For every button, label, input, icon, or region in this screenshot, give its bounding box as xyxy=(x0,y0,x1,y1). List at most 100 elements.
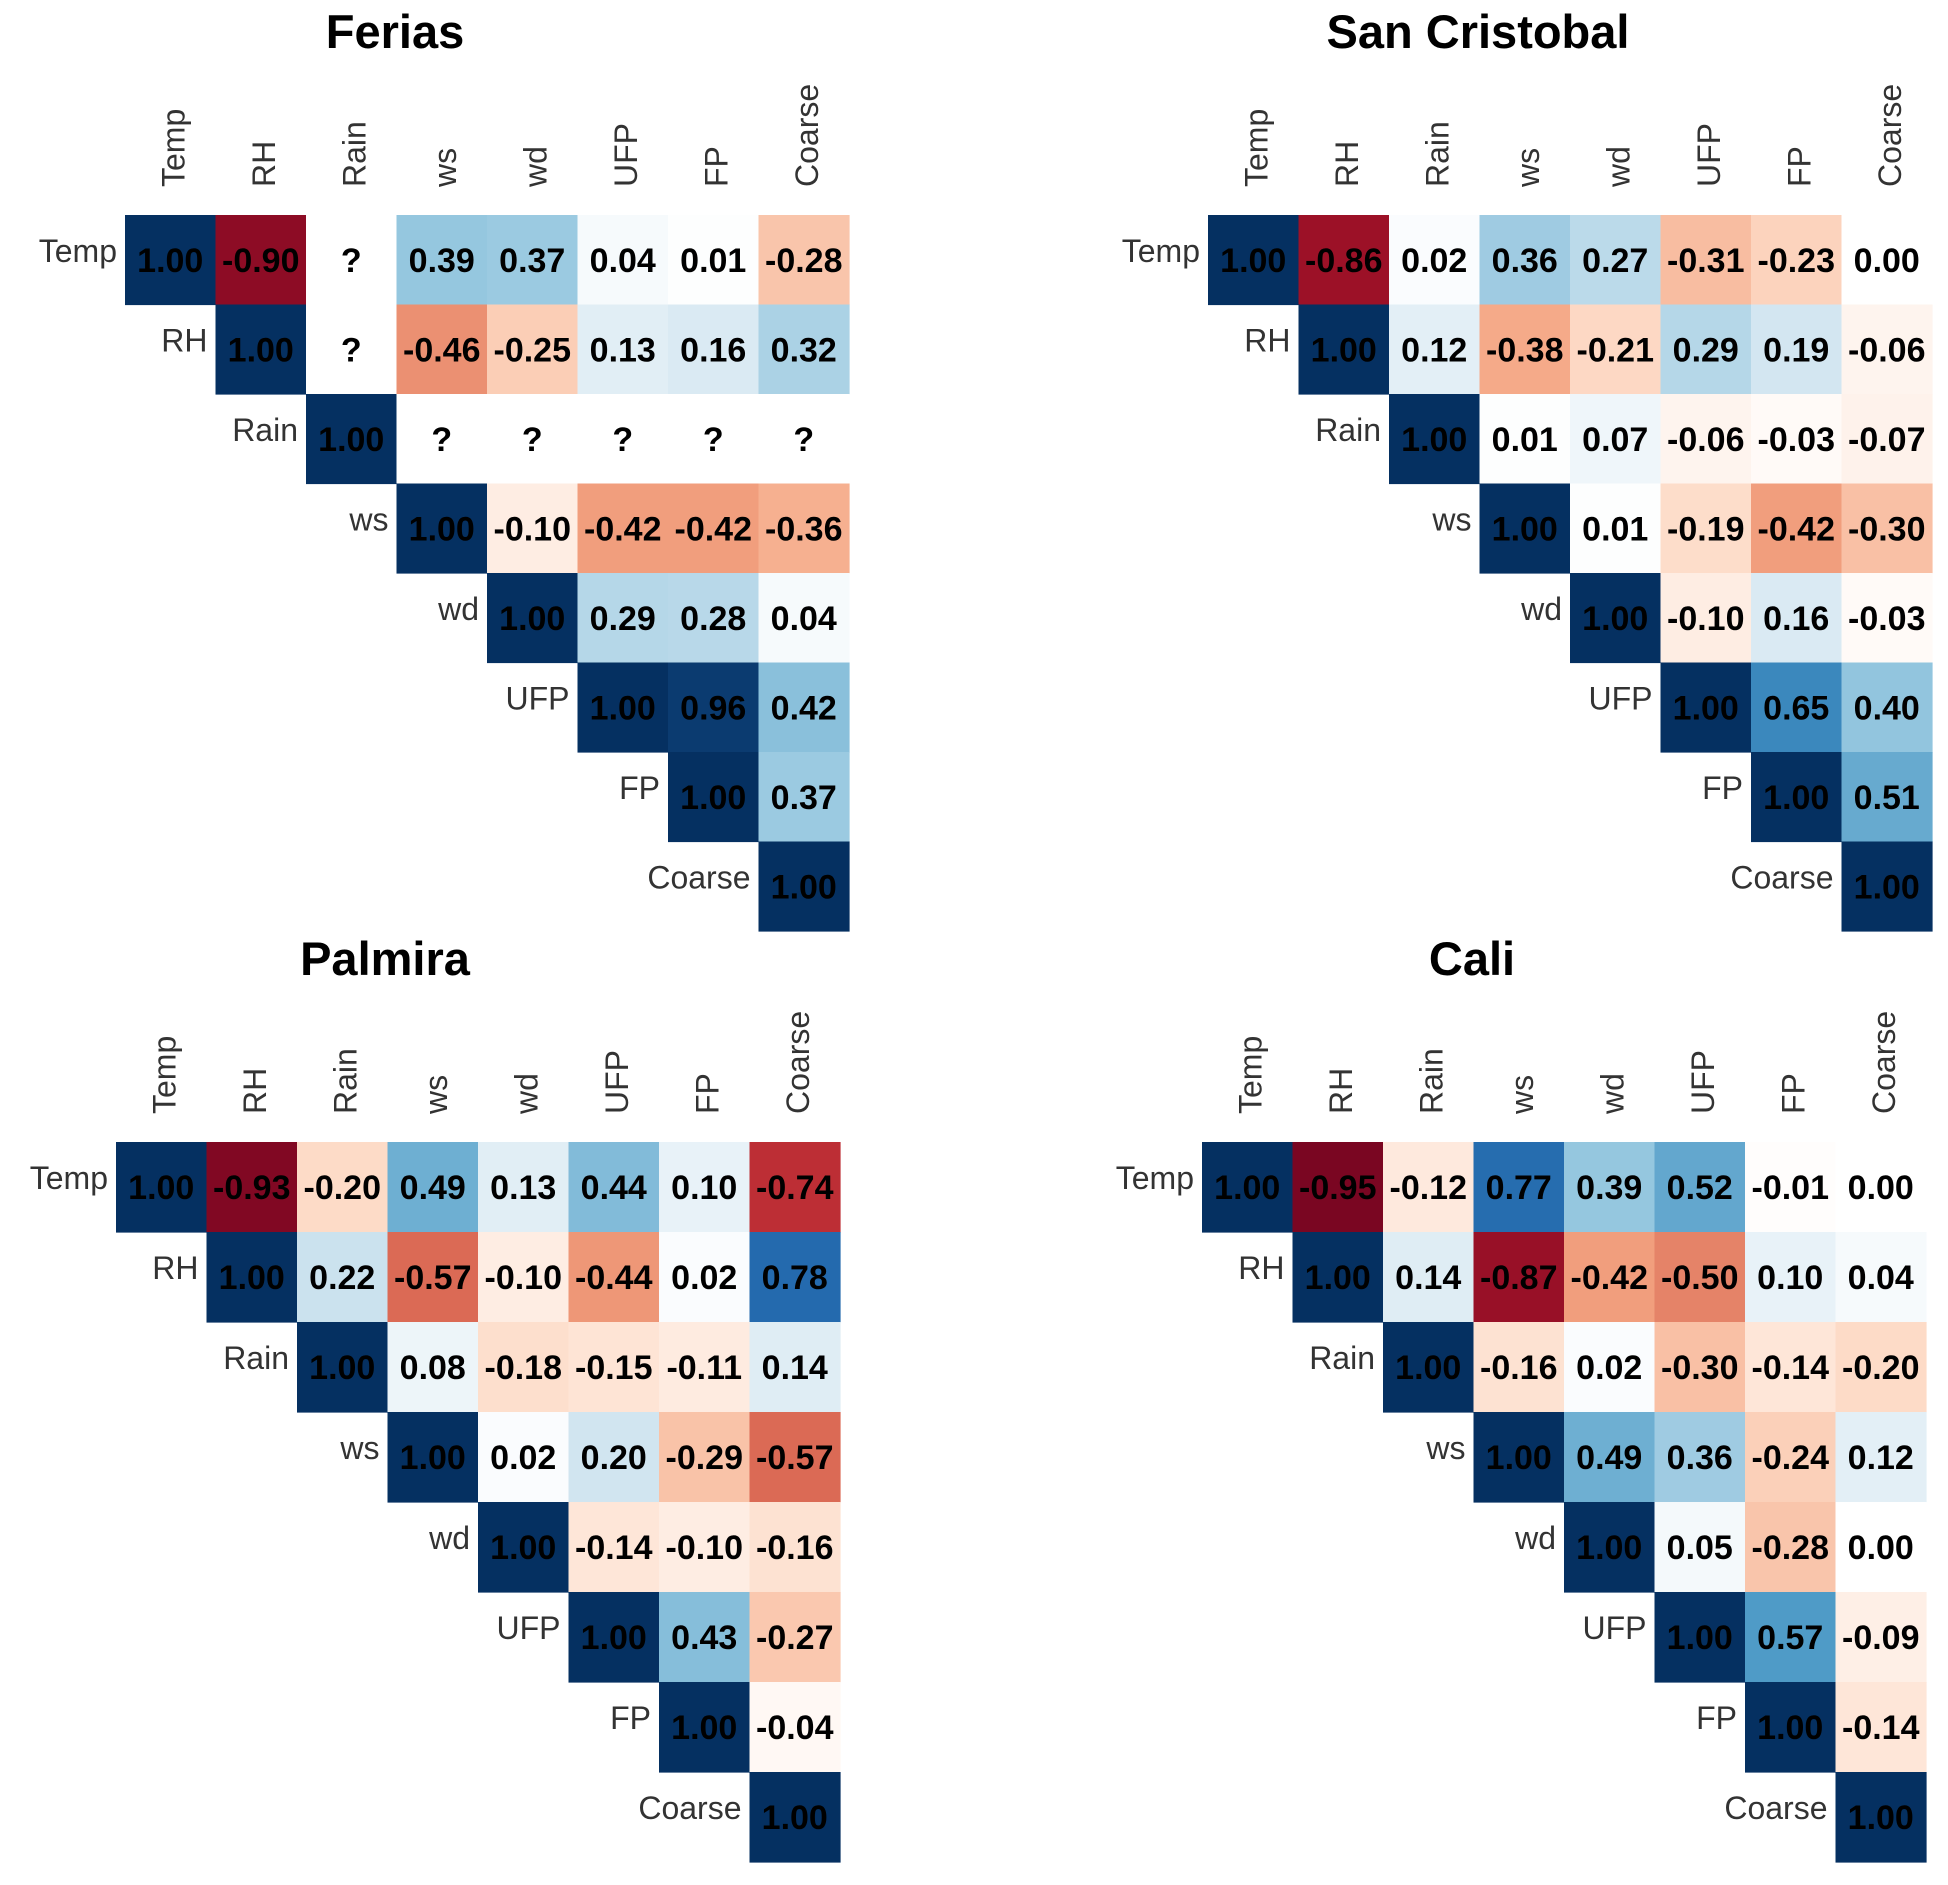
row-label-ufp: UFP xyxy=(1589,680,1653,716)
cell-rh-ufp xyxy=(577,304,669,395)
row-label-temp: Temp xyxy=(1122,233,1200,269)
row-label-ws: ws xyxy=(1431,501,1471,537)
cell-wd-coarse xyxy=(1835,1502,1927,1593)
value-label-rain-wd: ? xyxy=(522,421,543,459)
panel-title: Ferias xyxy=(326,5,464,58)
value-label-ws-ws: 1.00 xyxy=(1492,510,1558,548)
cell-ufp-coarse xyxy=(1841,662,1933,753)
cell-temp-fp xyxy=(659,1142,751,1233)
cell-ws-fp xyxy=(668,483,760,574)
cell-rain-ufp xyxy=(1660,394,1752,485)
value-label-rain-coarse: -0.20 xyxy=(1842,1349,1920,1387)
value-label-rain-ws: 0.08 xyxy=(400,1349,466,1387)
value-label-temp-temp: 1.00 xyxy=(137,242,203,280)
cell-rain-ufp xyxy=(568,1322,660,1413)
column-label-ws: ws xyxy=(418,1075,454,1115)
value-label-rh-fp: 0.19 xyxy=(1763,331,1829,369)
value-label-ws-fp: -0.42 xyxy=(675,510,753,548)
column-label-temp: Temp xyxy=(1238,109,1274,187)
column-label-rh: RH xyxy=(246,141,282,187)
value-label-ws-coarse: -0.30 xyxy=(1848,510,1926,548)
column-label-temp: Temp xyxy=(155,109,191,187)
cell-wd-ufp xyxy=(568,1502,660,1593)
value-label-ws-fp: -0.24 xyxy=(1752,1439,1830,1477)
row-label-ws: ws xyxy=(348,501,388,537)
column-label-ufp: UFP xyxy=(608,123,644,187)
cell-rh-rh xyxy=(215,304,307,395)
value-label-wd-ufp: 0.29 xyxy=(590,600,656,638)
value-label-temp-ufp: 0.04 xyxy=(590,242,656,280)
cell-ws-wd xyxy=(478,1412,570,1503)
value-label-wd-wd: 1.00 xyxy=(490,1529,556,1567)
cell-ufp-coarse xyxy=(758,662,850,753)
value-label-temp-fp: -0.23 xyxy=(1758,242,1836,280)
cell-wd-wd xyxy=(487,573,579,664)
cell-wd-coarse xyxy=(1841,573,1933,664)
value-label-fp-fp: 1.00 xyxy=(1763,779,1829,817)
value-label-coarse-coarse: 1.00 xyxy=(771,868,837,906)
row-label-fp: FP xyxy=(619,770,660,806)
cell-ws-ufp xyxy=(577,483,669,574)
value-label-rain-fp: -0.14 xyxy=(1752,1349,1830,1387)
cell-rain-rain xyxy=(1389,394,1481,485)
cell-rh-coarse xyxy=(749,1232,841,1323)
value-label-temp-wd: 0.13 xyxy=(490,1169,556,1207)
row-label-rain: Rain xyxy=(223,1340,289,1376)
cell-temp-ufp xyxy=(568,1142,660,1233)
cell-wd-wd xyxy=(1564,1502,1656,1593)
cell-fp-fp xyxy=(1745,1682,1837,1773)
value-label-rain-rain: 1.00 xyxy=(1395,1349,1461,1387)
row-label-wd: wd xyxy=(1514,1520,1556,1556)
value-label-temp-temp: 1.00 xyxy=(1214,1169,1280,1207)
value-label-ws-ws: 1.00 xyxy=(409,510,475,548)
value-label-wd-ufp: 0.05 xyxy=(1667,1529,1733,1567)
value-label-rh-wd: -0.25 xyxy=(494,331,572,369)
cell-temp-temp xyxy=(1202,1142,1294,1233)
cell-ufp-ufp xyxy=(568,1592,660,1683)
value-label-fp-fp: 1.00 xyxy=(680,779,746,817)
cell-ws-coarse xyxy=(758,483,850,574)
column-label-wd: wd xyxy=(508,1073,544,1115)
value-label-ws-wd: -0.10 xyxy=(494,510,572,548)
cell-wd-wd xyxy=(478,1502,570,1593)
value-label-rain-rain: 1.00 xyxy=(309,1349,375,1387)
value-label-wd-coarse: -0.03 xyxy=(1848,600,1926,638)
cell-wd-ufp xyxy=(1654,1502,1746,1593)
row-label-coarse: Coarse xyxy=(647,859,750,895)
value-label-rain-ufp: -0.06 xyxy=(1667,421,1745,459)
cell-temp-ufp xyxy=(1660,215,1752,306)
cell-rh-coarse xyxy=(758,304,850,395)
value-label-rain-wd: 0.07 xyxy=(1582,421,1648,459)
value-label-rh-rain: 0.14 xyxy=(1395,1259,1461,1297)
cell-ws-ws xyxy=(1479,483,1571,574)
cell-rain-wd xyxy=(1564,1322,1656,1413)
value-label-rh-ufp: -0.50 xyxy=(1661,1259,1739,1297)
cell-rh-fp xyxy=(668,304,760,395)
column-label-wd: wd xyxy=(517,146,553,188)
cell-temp-rain xyxy=(306,215,398,306)
value-label-rain-coarse: -0.07 xyxy=(1848,421,1926,459)
cell-ufp-ufp xyxy=(1660,662,1752,753)
value-label-rh-rain: 0.22 xyxy=(309,1259,375,1297)
value-label-rain-rain: 1.00 xyxy=(318,421,384,459)
cell-rain-coarse xyxy=(749,1322,841,1413)
cell-ufp-coarse xyxy=(749,1592,841,1683)
cell-temp-rh xyxy=(215,215,307,306)
value-label-wd-coarse: 0.04 xyxy=(771,600,837,638)
cell-rain-coarse xyxy=(1835,1322,1927,1413)
cell-fp-fp xyxy=(659,1682,751,1773)
value-label-temp-rh: -0.86 xyxy=(1305,242,1383,280)
value-label-rain-ws: 0.01 xyxy=(1492,421,1558,459)
cell-rain-coarse xyxy=(1841,394,1933,485)
value-label-wd-fp: -0.10 xyxy=(666,1529,744,1567)
column-label-ufp: UFP xyxy=(599,1050,635,1114)
cell-rain-rain xyxy=(1383,1322,1475,1413)
column-label-coarse: Coarse xyxy=(1866,1011,1902,1114)
value-label-temp-ws: 0.49 xyxy=(400,1169,466,1207)
cell-rain-fp xyxy=(1751,394,1843,485)
value-label-ws-ufp: -0.42 xyxy=(584,510,662,548)
value-label-rain-wd: -0.18 xyxy=(485,1349,563,1387)
row-label-rh: RH xyxy=(1238,1250,1284,1286)
value-label-ws-ufp: -0.19 xyxy=(1667,510,1745,548)
